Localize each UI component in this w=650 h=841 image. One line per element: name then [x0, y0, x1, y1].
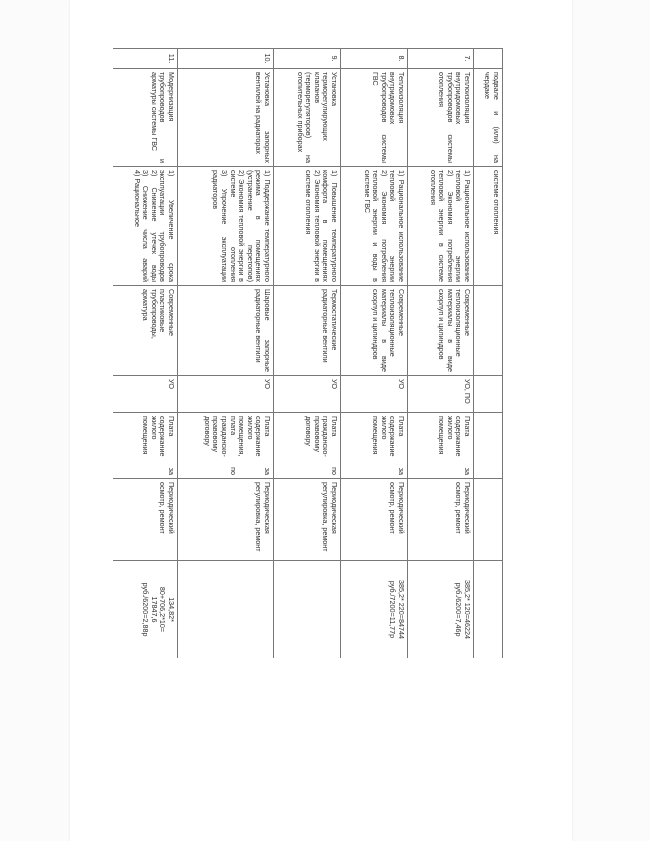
cell-materials: Современные теплоизоляционные материалы … — [340, 285, 408, 376]
effect-line: системе отопления — [492, 170, 501, 235]
table-row: 10. Установка запорных вентилей на радиат… — [177, 48, 274, 658]
cell-method: Периодический осмотр, ремонт — [113, 478, 178, 561]
cell-executor: УО — [113, 375, 178, 413]
table-row: 9. Установка терморегулирующих клапанов (… — [273, 48, 341, 658]
cell-method: Периодическая регулировка, ремонт — [177, 478, 274, 561]
cell-materials: Термостатические радиаторные вентили — [273, 285, 341, 376]
rotated-table-container: подвале и (или) на чердаке системе отопле… — [113, 48, 503, 658]
cell-name: Теплоизоляция внутридомовых трубопроводо… — [407, 68, 474, 167]
cell-funding: Плата за содержание жилого помещения, пл… — [177, 412, 274, 479]
cell-effect: 1) Повышение температурного комфорта в п… — [273, 166, 341, 286]
cell-funding — [473, 412, 503, 479]
cost-line: руб./6200=7,46р — [454, 582, 464, 637]
cell-name: Модернизация трубопроводов и арматуры си… — [113, 68, 178, 167]
cell-funding: Плата за содержание жилого помещения — [113, 412, 178, 479]
effect-line: 2) Экономия потребления тепловой энергии… — [362, 170, 389, 282]
effect-line: 2) Экономия тепловой энергии в системе о… — [304, 170, 322, 282]
cell-cost — [177, 560, 274, 658]
cell-method — [473, 478, 503, 561]
effect-line: 3) Упрочение эксплуатации радиаторов — [211, 170, 230, 282]
cost-line: 385,2* 120=46224 — [463, 580, 472, 639]
cell-cost — [473, 560, 503, 658]
effect-line: 1) Поддержание температурного режима в п… — [245, 170, 272, 282]
effect-line: 4) Рациональное — [132, 170, 142, 227]
effect-line: 1) Рациональное использование тепловой э… — [454, 170, 472, 282]
effect-line: 2) Экономия потребления тепловой энергии… — [428, 170, 455, 282]
table-row: подвале и (или) на чердаке системе отопле… — [473, 48, 503, 658]
cell-name: Теплоизоляция внутридомовых трубопроводо… — [340, 68, 408, 167]
cell-materials — [473, 285, 503, 376]
measures-table: подвале и (или) на чердаке системе отопле… — [113, 48, 503, 658]
cost-line: руб./7200=11,77р — [388, 580, 398, 639]
cell-effect: 1) Рациональное использование тепловой э… — [340, 166, 408, 286]
cost-line: 17847,6 — [149, 596, 159, 623]
effect-line: 1) Повышение температурного комфорта в п… — [321, 170, 339, 282]
cell-name: подвале и (или) на чердаке — [473, 68, 503, 167]
cell-funding: Плата за содержание жилого помещения — [340, 412, 408, 479]
effect-line: 1) Рациональное использование тепловой э… — [388, 170, 406, 282]
cell-materials: Современные теплоизоляционные материалы … — [407, 285, 474, 376]
cell-executor: УО — [177, 375, 274, 413]
cell-materials: Шаровые запорные радиаторные вентили — [177, 285, 274, 376]
cell-name: Установка запорных вентилей на радиатора… — [177, 68, 274, 167]
effect-line: 2) Снижение утечек воды — [149, 170, 159, 282]
cost-line: 134,82* — [167, 597, 176, 622]
table-row: 11. Модернизация трубопроводов и арматуры… — [113, 48, 178, 658]
cell-num: 10. — [177, 48, 274, 69]
cell-num: 11. — [113, 48, 178, 69]
cell-cost: 385,2* 120=46224 руб./6200=7,46р — [407, 560, 474, 658]
cost-line: руб./6200=2,88р — [141, 582, 151, 637]
cell-num: 7. — [407, 48, 474, 69]
cell-executor: УО — [273, 375, 341, 413]
cell-effect: 1) Поддержание температурного режима в п… — [177, 166, 274, 286]
scanned-page — [70, 0, 572, 841]
cell-effect: системе отопления — [473, 166, 503, 286]
cell-cost: 385,2* 220=84744 руб./7200=11,77р — [340, 560, 408, 658]
cell-method: Периодический осмотр, ремонт — [340, 478, 408, 561]
effect-line: 2) Экономия тепловой энергии в системе о… — [228, 170, 247, 282]
cell-name: Установка терморегулирующих клапанов (те… — [273, 68, 341, 167]
cell-funding: Плата по гражданско-правовому договору — [273, 412, 341, 479]
cell-executor — [473, 375, 503, 413]
cell-executor: УО, ПО — [407, 375, 474, 413]
cell-cost — [273, 560, 341, 658]
effect-line: 3) Снижение числа аварий — [141, 170, 151, 282]
cell-cost: 134,82* 80+706,2*10= 17847,6 руб./6200=2,88… — [113, 560, 178, 658]
cell-funding: Плата за содержание жилого помещения — [407, 412, 474, 479]
table-row: 8. Теплоизоляция внутридомовых трубопрово… — [340, 48, 408, 658]
cell-num: 9. — [273, 48, 341, 69]
cell-effect: 1) Рациональное использование тепловой э… — [407, 166, 474, 286]
cell-num: 8. — [340, 48, 408, 69]
cell-effect: 1) Увеличение срока эксплуатации трубопр… — [113, 166, 178, 286]
cost-line: 80+706,2*10= — [158, 586, 168, 633]
table-row: 7. Теплоизоляция внутридомовых трубопрово… — [407, 48, 474, 658]
cell-materials: Современные пластиковые трубопроводы, ар… — [113, 285, 178, 376]
effect-line: 1) Увеличение срока эксплуатации трубопр… — [158, 170, 176, 282]
cell-executor: УО — [340, 375, 408, 413]
cell-num — [473, 48, 503, 69]
cell-method: Периодическая регулировка, ремонт — [273, 478, 341, 561]
cell-method: Периодический осмотр, ремонт — [407, 478, 474, 561]
cost-line: 385,2* 220=84744 — [397, 580, 406, 639]
